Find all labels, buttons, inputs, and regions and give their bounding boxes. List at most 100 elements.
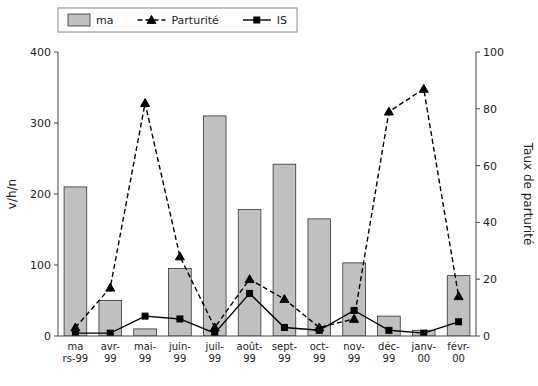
category-label: juin-99 bbox=[168, 341, 191, 364]
bar bbox=[273, 164, 296, 336]
category-label-line: 99 bbox=[313, 353, 326, 364]
bar bbox=[238, 210, 261, 336]
category-label: mars-99 bbox=[63, 341, 89, 364]
tick-label: 0 bbox=[483, 330, 490, 343]
category-label-line: ma bbox=[67, 341, 83, 352]
marker bbox=[245, 275, 254, 283]
tick-label: 60 bbox=[483, 160, 497, 173]
category-label-line: 99 bbox=[208, 353, 221, 364]
legend-marker bbox=[254, 17, 260, 23]
bar bbox=[64, 187, 87, 336]
legend-label: Parturité bbox=[171, 14, 219, 27]
category-label: mai-99 bbox=[134, 341, 157, 364]
marker bbox=[454, 292, 463, 300]
tick-label: 100 bbox=[30, 259, 51, 272]
category-label: sept-99 bbox=[272, 341, 298, 364]
tick bbox=[476, 222, 480, 223]
bar bbox=[308, 219, 331, 336]
marker bbox=[142, 313, 148, 319]
category-label: oct-99 bbox=[310, 341, 330, 364]
line bbox=[75, 293, 458, 333]
chart-svg: 0100200300400020406080100mars-99avr-99ma… bbox=[0, 0, 538, 386]
category-label-line: oct- bbox=[310, 341, 330, 352]
category-label: août-99 bbox=[237, 341, 264, 364]
category-label: nov-99 bbox=[343, 341, 365, 364]
bar bbox=[134, 329, 157, 336]
line bbox=[75, 89, 458, 328]
legend-frame bbox=[58, 8, 297, 32]
tick-label: 300 bbox=[30, 117, 51, 130]
tick bbox=[54, 52, 58, 53]
marker bbox=[419, 84, 428, 92]
category-label-line: juil- bbox=[205, 341, 225, 352]
category-label: janv-00 bbox=[410, 341, 436, 364]
marker bbox=[421, 330, 427, 336]
category-label-line: 00 bbox=[452, 353, 465, 364]
marker bbox=[177, 316, 183, 322]
y2-axis-line bbox=[476, 52, 477, 336]
marker bbox=[106, 283, 115, 291]
legend-swatch bbox=[68, 14, 90, 26]
category-label-line: 99 bbox=[383, 353, 396, 364]
category-label-line: 99 bbox=[104, 353, 117, 364]
marker bbox=[107, 330, 113, 336]
category-label-line: août- bbox=[237, 341, 264, 352]
tick bbox=[476, 165, 480, 166]
category-label-line: sept- bbox=[272, 341, 298, 352]
category-label-line: 99 bbox=[348, 353, 361, 364]
marker bbox=[141, 99, 150, 107]
chart-container: 0100200300400020406080100mars-99avr-99ma… bbox=[0, 0, 538, 386]
category-label-line: févr- bbox=[447, 341, 470, 352]
marker bbox=[386, 327, 392, 333]
tick-label: 20 bbox=[483, 273, 497, 286]
category-label-line: 00 bbox=[417, 353, 430, 364]
tick-label: 0 bbox=[44, 330, 51, 343]
y2-axis-title: Taux de parturité bbox=[521, 142, 535, 246]
marker bbox=[316, 327, 322, 333]
legend-label: ma bbox=[96, 14, 113, 27]
bar bbox=[99, 301, 122, 337]
tick bbox=[54, 265, 58, 266]
tick bbox=[54, 194, 58, 195]
category-label-line: nov- bbox=[343, 341, 365, 352]
category-label-line: mai- bbox=[134, 341, 157, 352]
tick-label: 100 bbox=[483, 46, 504, 59]
tick bbox=[476, 279, 480, 280]
category-label-line: 99 bbox=[243, 353, 256, 364]
marker bbox=[247, 290, 253, 296]
marker bbox=[72, 330, 78, 336]
bar bbox=[447, 276, 470, 336]
category-label-line: avr- bbox=[101, 341, 121, 352]
tick-label: 200 bbox=[30, 188, 51, 201]
bar bbox=[169, 269, 192, 336]
category-label-line: 99 bbox=[139, 353, 152, 364]
marker bbox=[280, 295, 289, 303]
marker bbox=[175, 252, 184, 260]
tick bbox=[476, 108, 480, 109]
category-label-line: janv- bbox=[410, 341, 436, 352]
category-label-line: juin- bbox=[168, 341, 191, 352]
tick-label: 40 bbox=[483, 216, 497, 229]
legend-marker bbox=[147, 16, 156, 24]
marker bbox=[212, 330, 218, 336]
tick bbox=[476, 336, 480, 337]
axes: 0100200300400020406080100mars-99avr-99ma… bbox=[30, 46, 504, 364]
tick-label: 400 bbox=[30, 46, 51, 59]
category-label: févr-00 bbox=[447, 341, 470, 364]
marker bbox=[281, 324, 287, 330]
marker bbox=[350, 314, 359, 322]
bar bbox=[343, 263, 366, 336]
category-label-line: 99 bbox=[174, 353, 187, 364]
bar bbox=[203, 116, 226, 336]
plot-area bbox=[64, 84, 470, 336]
marker bbox=[384, 107, 393, 115]
category-label: juil-99 bbox=[205, 341, 225, 364]
tick bbox=[476, 52, 480, 53]
category-label-line: rs-99 bbox=[63, 353, 89, 364]
category-label-line: 99 bbox=[278, 353, 291, 364]
marker bbox=[351, 307, 357, 313]
marker bbox=[456, 319, 462, 325]
category-label: avr-99 bbox=[101, 341, 121, 364]
tick bbox=[54, 123, 58, 124]
category-label: déc-99 bbox=[378, 341, 400, 364]
